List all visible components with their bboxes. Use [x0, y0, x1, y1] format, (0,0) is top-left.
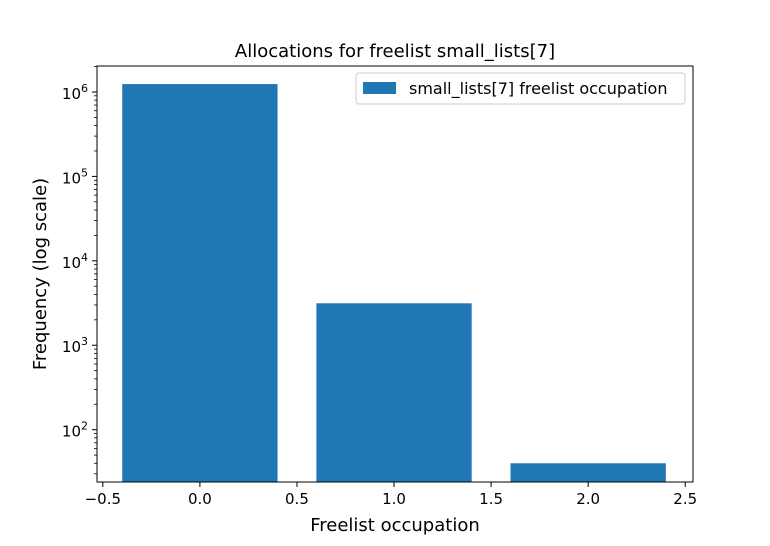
bar-1: [316, 303, 472, 482]
legend-box: [355, 72, 686, 105]
plot-frame: [96, 65, 694, 483]
x-tick-label: 2.5: [673, 490, 697, 508]
x-tick-label: 1.5: [479, 490, 503, 508]
y-tick-label: 102: [62, 420, 88, 441]
chart-title: Allocations for freelist small_lists[7]: [235, 41, 555, 62]
legend-label: small_lists[7] freelist occupation: [409, 79, 667, 99]
x-tick-label: 0.0: [188, 490, 212, 508]
x-tick-label: 0.5: [285, 490, 309, 508]
bar-2: [510, 463, 666, 482]
y-tick-label: 106: [62, 82, 88, 103]
x-tick-label: 2.0: [576, 490, 600, 508]
legend-swatch: [363, 82, 396, 94]
x-tick-label: 1.0: [382, 490, 406, 508]
x-tick-label: −0.5: [85, 490, 121, 508]
y-tick-label: 105: [62, 166, 88, 187]
bar-0: [122, 84, 278, 482]
x-axis-label: Freelist occupation: [310, 515, 480, 536]
y-tick-label: 104: [62, 251, 88, 272]
y-axis-label: Frequency (log scale): [30, 178, 51, 370]
legend: small_lists[7] freelist occupation: [355, 72, 686, 105]
y-tick-label: 103: [62, 335, 88, 356]
